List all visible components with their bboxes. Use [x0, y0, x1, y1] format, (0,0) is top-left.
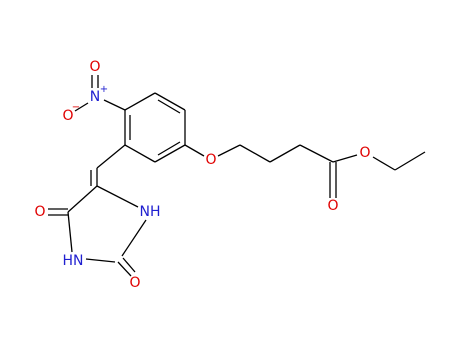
charge: + [100, 84, 108, 95]
atom-label: N [90, 89, 100, 105]
atom-label: O [205, 152, 216, 168]
atom-label: O [359, 145, 370, 161]
atom-label: O [129, 275, 140, 291]
atom-label: O [327, 198, 338, 214]
atom-label: HN [63, 253, 84, 269]
atom-label: O [34, 204, 45, 220]
charge: − [72, 102, 80, 113]
atom-labels: O − N + O O O O NH HN O O [34, 59, 370, 291]
atom-label: O [62, 108, 73, 124]
atom-label: NH [140, 204, 161, 220]
atom-label: O [89, 59, 100, 75]
bonds [48, 75, 426, 277]
